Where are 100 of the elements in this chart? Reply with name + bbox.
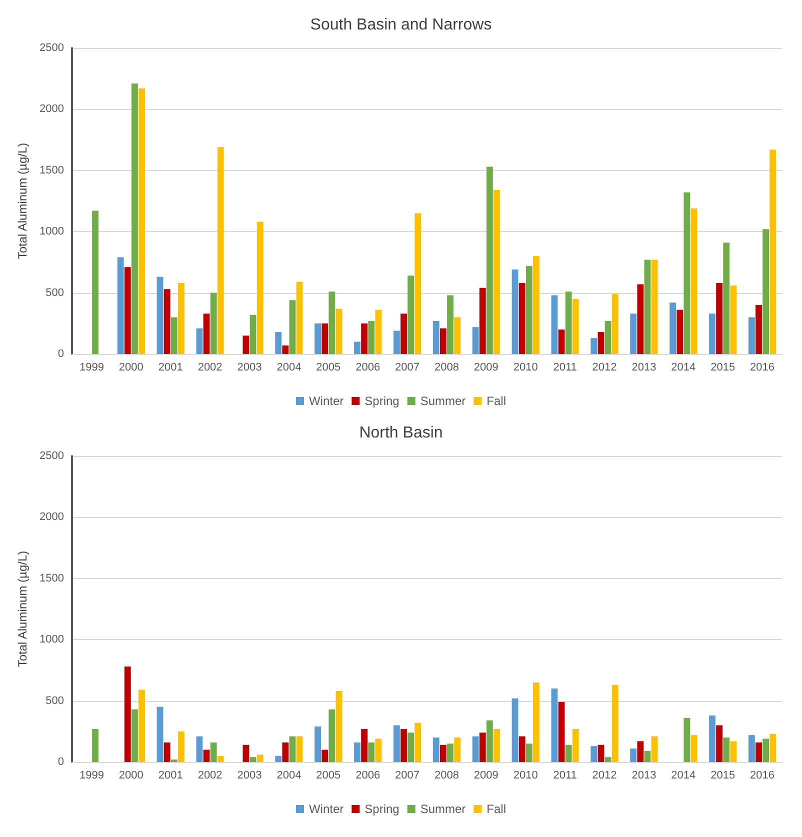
bar [217, 756, 224, 762]
bar [414, 213, 422, 354]
bar [590, 746, 598, 762]
bar [440, 328, 446, 354]
bar [479, 732, 486, 762]
bar [361, 728, 368, 762]
bar [242, 336, 250, 354]
legend-label: Fall [486, 394, 506, 408]
x-tick-label: 2010 [513, 362, 538, 374]
bar [612, 294, 618, 354]
legend-label: Spring [364, 394, 400, 408]
bar [730, 285, 737, 354]
bar [762, 738, 770, 762]
x-tick-label: 2009 [474, 770, 498, 782]
x-tick-label: 2008 [434, 362, 459, 374]
x-tick-label: 1999 [79, 362, 104, 374]
bar [479, 288, 486, 354]
bar [164, 742, 170, 762]
y-tick-label: 2000 [40, 511, 64, 524]
bar [572, 728, 579, 762]
bar [210, 742, 217, 762]
legend-label: Fall [486, 802, 506, 816]
bar [590, 338, 598, 354]
bar [454, 738, 461, 762]
x-tick-label: 2003 [237, 770, 262, 782]
bar [518, 283, 526, 354]
bar [670, 302, 676, 354]
bar [375, 310, 382, 354]
bar [676, 310, 684, 354]
x-tick-label: 2015 [710, 770, 736, 782]
bar [400, 314, 407, 354]
x-tick-label: 2012 [592, 770, 617, 782]
x-tick-label: 2005 [316, 770, 341, 782]
x-tick-label: 2002 [198, 362, 222, 374]
bar [558, 702, 565, 762]
x-tick-label: 2006 [356, 770, 380, 782]
bar [651, 736, 658, 762]
bar [124, 267, 131, 354]
y-tick-label: 2500 [40, 42, 64, 54]
x-tick-label: 2013 [632, 770, 656, 782]
y-tick-label: 1500 [40, 572, 64, 584]
bar [336, 691, 342, 762]
chart-title: North Basin [359, 424, 443, 442]
y-tick-label: 2000 [40, 103, 64, 116]
bar [296, 282, 303, 354]
x-tick-label: 2001 [158, 362, 183, 374]
x-tick-label: 2014 [671, 770, 696, 782]
y-tick-label: 1500 [40, 164, 64, 176]
bar [637, 741, 644, 762]
x-tick-label: 2016 [750, 770, 775, 782]
bar [275, 332, 282, 354]
bar [447, 295, 454, 354]
y-axis-title: Total Aluminum (µg/L) [16, 142, 30, 260]
bar [551, 688, 558, 762]
bar [164, 289, 170, 354]
bar [512, 270, 518, 354]
x-tick-label: 2007 [395, 770, 420, 782]
bar [92, 728, 98, 762]
x-tick-label: 2001 [158, 770, 183, 782]
y-tick-label: 500 [46, 286, 64, 299]
bar [328, 292, 336, 354]
bar [723, 738, 730, 762]
bar [178, 731, 184, 762]
bar [117, 257, 124, 354]
x-tick-label: 1999 [79, 770, 104, 782]
bar [242, 744, 250, 762]
x-tick-label: 2006 [356, 362, 380, 374]
legend-label: Spring [364, 802, 400, 816]
y-tick-label: 0 [58, 348, 64, 360]
bar [730, 741, 737, 762]
bar [644, 750, 651, 762]
bar [256, 754, 264, 762]
bar [322, 750, 328, 762]
bar [447, 744, 454, 762]
legend-label: Summer [420, 394, 466, 408]
x-tick-label: 2004 [276, 770, 302, 782]
bar [203, 750, 210, 762]
bar [486, 720, 493, 762]
bar [651, 260, 658, 354]
bar [408, 276, 414, 354]
bar [92, 210, 98, 354]
legend-label: Winter [308, 394, 344, 408]
bar [131, 83, 138, 354]
bar [770, 734, 776, 762]
bar [124, 666, 131, 762]
bar [644, 260, 651, 354]
x-tick-label: 2011 [553, 770, 577, 782]
bar [217, 147, 224, 354]
bar [408, 732, 414, 762]
legend-label: Winter [308, 802, 344, 816]
bar [336, 308, 342, 354]
bar [630, 314, 637, 354]
bar [138, 88, 145, 354]
bar [178, 283, 184, 354]
bar [690, 208, 698, 354]
bar [282, 345, 289, 354]
bar [684, 192, 690, 354]
bar [709, 715, 716, 762]
x-tick-label: 2012 [592, 362, 617, 374]
bar [203, 314, 210, 354]
